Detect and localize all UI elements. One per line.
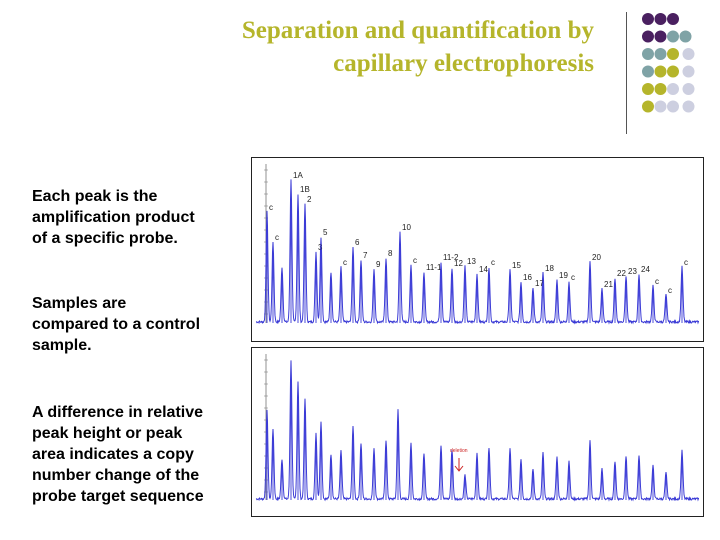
paragraph-peaks: Each peak is the amplification product o… (32, 188, 195, 247)
peak-label: 1A (293, 171, 303, 180)
decorative-dot (682, 65, 695, 78)
decorative-dot (642, 48, 654, 60)
electropherogram-control: c c 1A 1B 2 3 5 c 6 7 9 8 10 c 11-1 11-2 12 13 14 c 15 16 17 18… (251, 157, 704, 342)
decorative-dot (654, 83, 667, 95)
title-line-1: Separation and quantification by (241, 17, 594, 44)
decorative-dot (642, 13, 654, 25)
decorative-dot (654, 13, 667, 25)
peak-label: 13 (467, 257, 476, 266)
peak-label: c (343, 258, 347, 267)
peak-label: c (491, 258, 495, 267)
deletion-annotation: deletion (450, 448, 468, 454)
decorative-dot (682, 83, 695, 95)
peak-label: c (684, 258, 688, 267)
decorative-dot-grid (642, 13, 695, 113)
peak-label: 9 (376, 260, 381, 269)
peak-label: c (269, 203, 273, 212)
peak-label: 14 (479, 265, 488, 274)
peak-label: 21 (604, 280, 613, 289)
decorative-dot (654, 48, 667, 60)
peak-label: 16 (523, 273, 532, 282)
peak-label: c (655, 277, 659, 286)
peak-label: 7 (363, 251, 368, 260)
peak-label: 17 (535, 279, 544, 288)
peak-label: c (668, 286, 672, 295)
decorative-dot (667, 30, 679, 43)
peak-label: 1B (300, 185, 310, 194)
decorative-dot (667, 48, 679, 60)
decorative-dot (642, 65, 654, 78)
peak-label: 23 (628, 267, 637, 276)
decorative-dot (682, 100, 695, 113)
electropherogram-sample: deletion (251, 347, 704, 517)
peak-label: c (413, 256, 417, 265)
decorative-dot (667, 100, 679, 113)
decorative-dot (679, 30, 692, 43)
decorative-dot (667, 13, 679, 25)
title-line-2: capillary electrophoresis (333, 50, 594, 77)
decorative-dot (682, 48, 695, 60)
peak-label: 12 (454, 259, 463, 268)
peak-label: 15 (512, 261, 521, 270)
slide-title: Separation and quantification by capilla… (100, 14, 594, 80)
peak-label: 6 (355, 238, 360, 247)
paragraph-difference: A difference in relative peak height or … (32, 404, 204, 505)
peak-label: 19 (559, 271, 568, 280)
peak-label: 11-1 (426, 263, 442, 272)
signal-trace (255, 179, 699, 325)
decorative-dot (642, 30, 654, 43)
peak-label: c (571, 273, 575, 282)
decorative-dot (654, 30, 667, 43)
electropherogram-sample-plot: deletion (255, 354, 699, 502)
decorative-dot (654, 65, 667, 78)
decorative-dot (642, 100, 654, 113)
peak-label: 10 (402, 223, 411, 232)
peak-label: 3 (318, 243, 323, 252)
peak-label: c (275, 233, 279, 242)
decorative-dot (642, 83, 654, 95)
decorative-dot (667, 65, 679, 78)
peak-label: 20 (592, 253, 601, 262)
paragraph-samples: Samples are compared to a control sample… (32, 295, 201, 354)
decorative-dot (654, 100, 667, 113)
peak-label: 24 (641, 265, 650, 274)
peak-label: 18 (545, 264, 554, 273)
peak-label: 11-2 (443, 253, 459, 262)
peak-label: 5 (323, 228, 328, 237)
peak-label: 2 (307, 195, 312, 204)
decorative-dot (667, 83, 679, 95)
title-divider (626, 12, 627, 134)
signal-trace (255, 360, 699, 502)
deletion-arrow-icon (454, 458, 464, 472)
peak-label: 22 (617, 269, 626, 278)
peak-label: 8 (388, 249, 393, 258)
